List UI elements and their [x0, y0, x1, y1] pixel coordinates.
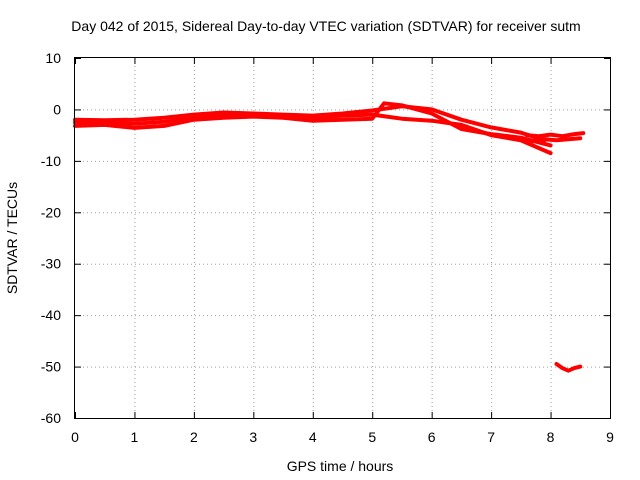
x-tick-label: 6 — [428, 429, 436, 445]
series-line-track-2 — [73, 104, 547, 143]
y-tick-label: -40 — [41, 307, 61, 323]
x-tick-label: 9 — [606, 429, 614, 445]
chart-title: Day 042 of 2015, Sidereal Day-to-day VTE… — [71, 18, 580, 34]
series-line-track-6 — [554, 362, 583, 373]
x-tick-label: 7 — [487, 429, 495, 445]
series-line-track-4 — [524, 131, 586, 139]
y-tick-label: 0 — [53, 101, 61, 117]
x-tick-label: 5 — [368, 429, 376, 445]
x-tick-label: 2 — [190, 429, 198, 445]
series-layer — [73, 101, 586, 373]
plot-frame — [74, 57, 611, 419]
y-axis-label: SDTVAR / TECUs — [4, 182, 20, 294]
x-tick-label: 4 — [309, 429, 317, 445]
x-tick-label: 0 — [71, 429, 79, 445]
y-tick-label: -20 — [41, 204, 61, 220]
x-tick-label: 3 — [249, 429, 257, 445]
series-line-track-3 — [73, 101, 553, 148]
series-line-track-5 — [530, 136, 583, 144]
x-tick-label: 1 — [131, 429, 139, 445]
y-tick-label: -50 — [41, 359, 61, 375]
y-tick-label: -60 — [41, 410, 61, 426]
x-axis-label: GPS time / hours — [287, 458, 394, 474]
y-tick-label: 10 — [45, 50, 61, 66]
y-tick-label: -30 — [41, 256, 61, 272]
x-tick-label: 8 — [547, 429, 555, 445]
axis-ticks: 0 1 2 3 4 5 6 7 8 9 10 0 -10 -20 -30 -40 -50 -60 — [41, 50, 614, 445]
y-tick-label: -10 — [41, 153, 61, 169]
series-line-track-1 — [73, 112, 553, 156]
